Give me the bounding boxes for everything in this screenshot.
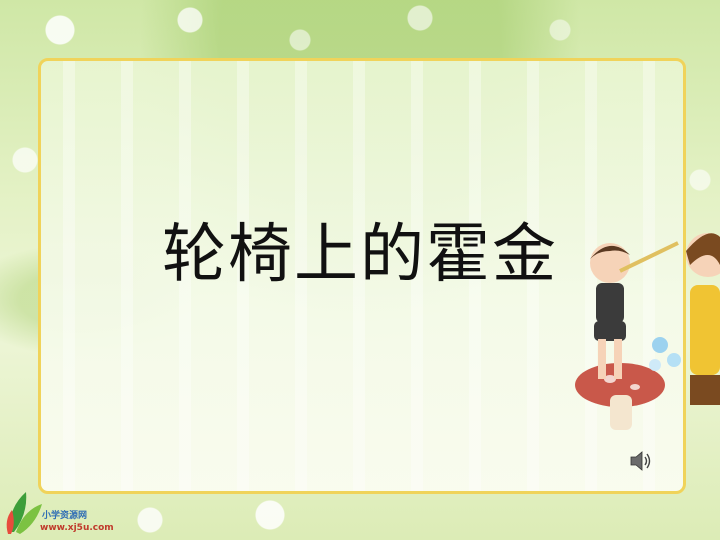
watermark-site-name: 小学资源网 xyxy=(42,511,88,521)
slide-title: 轮椅上的霍金 xyxy=(162,218,558,292)
speaker-icon[interactable] xyxy=(628,448,654,474)
children-illustration xyxy=(575,233,720,430)
leaf-logo-icon xyxy=(6,492,42,534)
watermark-url: www.xj5u.com xyxy=(40,523,114,533)
content-panel xyxy=(38,58,686,494)
